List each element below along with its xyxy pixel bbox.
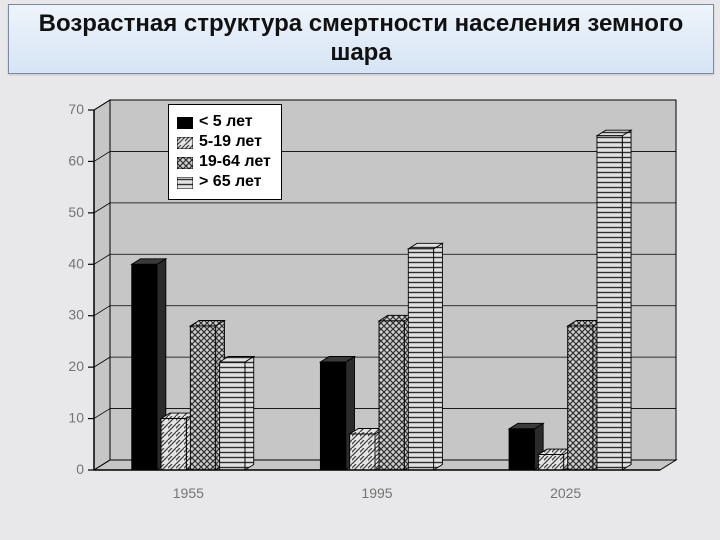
legend-item: > 65 лет xyxy=(177,173,271,191)
bar xyxy=(320,362,345,470)
y-tick-label: 50 xyxy=(68,204,84,220)
legend-item: < 5 лет xyxy=(177,113,271,131)
bar xyxy=(190,326,215,470)
page-title: Возрастная структура смертности населени… xyxy=(9,10,713,68)
y-tick-label: 60 xyxy=(68,152,84,168)
bar-chart: 0 10 20 30 40 50 60 70 1955 1995 2025 xyxy=(24,80,696,520)
legend-item: 19-64 лет xyxy=(177,153,271,171)
bar xyxy=(538,455,563,470)
y-tick-label: 20 xyxy=(68,358,84,374)
bar xyxy=(408,249,433,470)
x-tick-label: 1955 xyxy=(173,485,204,501)
legend-swatch xyxy=(177,136,193,148)
x-tick-label: 2025 xyxy=(550,485,581,501)
bar xyxy=(350,434,375,470)
bar xyxy=(509,429,534,470)
y-tick-label: 0 xyxy=(76,461,84,477)
bar xyxy=(220,362,245,470)
legend-label: 19-64 лет xyxy=(199,153,271,171)
legend-label: < 5 лет xyxy=(199,113,253,131)
slide: Возрастная структура смертности населени… xyxy=(0,0,720,540)
legend-item: 5-19 лет xyxy=(177,133,271,151)
y-tick-label: 10 xyxy=(68,410,84,426)
legend-swatch xyxy=(177,116,193,128)
y-tick-label: 30 xyxy=(68,307,84,323)
title-box: Возрастная структура смертности населени… xyxy=(8,4,714,74)
bar xyxy=(568,326,593,470)
x-tick-label: 1995 xyxy=(361,485,392,501)
legend-label: > 65 лет xyxy=(199,173,262,191)
bar xyxy=(597,136,622,470)
y-tick-label: 40 xyxy=(68,255,84,271)
bar xyxy=(132,264,157,470)
chart-legend: < 5 лет 5-19 лет 19-64 лет > 65 лет xyxy=(168,104,282,200)
legend-swatch xyxy=(177,156,193,168)
legend-swatch xyxy=(177,176,193,188)
bar xyxy=(379,321,404,470)
legend-label: 5-19 лет xyxy=(199,133,262,151)
bar xyxy=(161,419,186,470)
y-tick-label: 70 xyxy=(68,101,84,117)
